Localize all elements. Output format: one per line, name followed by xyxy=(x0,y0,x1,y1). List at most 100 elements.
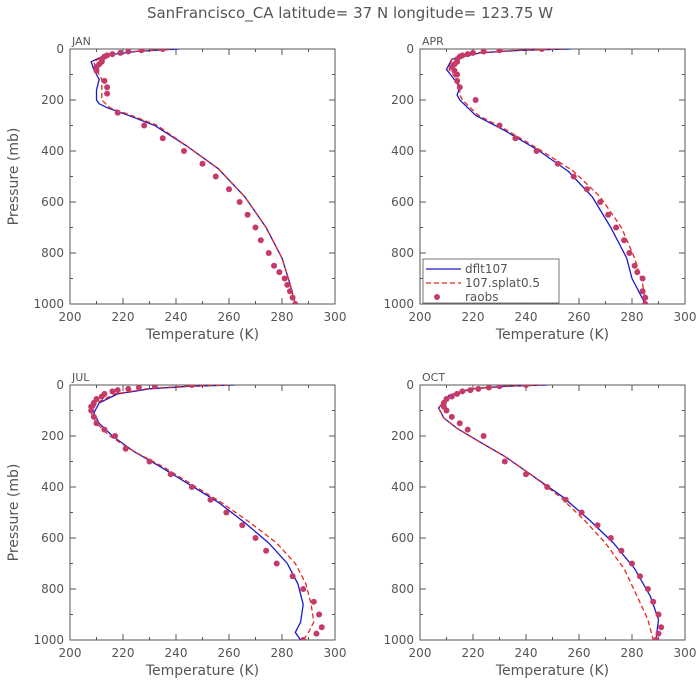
plot-area-oct xyxy=(437,385,665,640)
x-tick-label: 300 xyxy=(674,646,697,660)
raobs-point xyxy=(313,630,320,637)
raobs-point xyxy=(122,445,129,452)
raobs-point xyxy=(496,385,503,390)
raobs-point xyxy=(496,49,503,54)
splat-line xyxy=(437,385,654,640)
raobs-point xyxy=(180,148,187,154)
raobs-point xyxy=(125,385,132,392)
raobs-point xyxy=(109,51,116,58)
dflt107-line xyxy=(93,385,304,640)
x-tick-label: 260 xyxy=(218,310,241,324)
raobs-point xyxy=(456,420,463,427)
raobs-point xyxy=(467,387,474,394)
y-tick-label: 200 xyxy=(391,93,414,107)
raobs-point xyxy=(271,262,278,269)
raobs-point xyxy=(257,237,264,244)
legend-label: dflt107 xyxy=(465,262,508,276)
y-tick-label: 600 xyxy=(391,531,414,545)
panel-jan: 200 220 240 260 280 300 0 200 400 600 800 1000 JAN Te… xyxy=(6,35,346,343)
raobs-point xyxy=(90,413,97,420)
figure-title: SanFrancisco_CA latitude= 37 N longitude… xyxy=(147,4,553,23)
x-tick-label: 280 xyxy=(271,310,294,324)
raobs-point xyxy=(252,535,259,541)
plot-area-jan xyxy=(90,49,299,304)
raobs-point xyxy=(621,237,628,244)
raobs-point xyxy=(167,471,174,478)
raobs-point xyxy=(281,275,288,282)
x-tick-label: 200 xyxy=(59,646,82,660)
raobs-point xyxy=(263,547,270,554)
raobs-point xyxy=(112,433,119,439)
y-tick-label: 200 xyxy=(41,429,64,443)
raobs-point xyxy=(114,109,121,116)
raobs-point xyxy=(109,388,116,395)
raobs-point xyxy=(276,269,283,276)
raobs-point xyxy=(464,426,471,433)
y-tick-label: 200 xyxy=(41,93,64,107)
x-axis-label: Temperature (K) xyxy=(495,327,609,343)
raobs-point xyxy=(480,433,487,439)
x-tick-label: 200 xyxy=(409,310,432,324)
raobs-point xyxy=(523,471,529,478)
x-tick-label: 300 xyxy=(674,310,697,324)
x-tick-label: 280 xyxy=(271,646,294,660)
raobs-point xyxy=(629,560,635,567)
raobs-point xyxy=(642,294,649,301)
x-axis-label: Temperature (K) xyxy=(145,327,259,343)
y-tick-label: 400 xyxy=(41,144,64,158)
panel-jul: 200 220 240 260 280 300 0 200 400 600 800 1000 JUL Te… xyxy=(6,371,346,679)
raobs-point xyxy=(472,97,479,103)
raobs-point xyxy=(117,49,124,56)
raobs-point xyxy=(300,637,307,640)
x-tick-label: 240 xyxy=(165,646,188,660)
raobs-point xyxy=(655,611,662,618)
raobs-point xyxy=(88,407,95,414)
y-tick-label: 0 xyxy=(406,42,414,56)
raobs-point xyxy=(93,420,100,427)
y-tick-label: 600 xyxy=(391,195,414,209)
raobs-point xyxy=(138,49,145,54)
y-tick-label: 600 xyxy=(41,531,64,545)
raobs-point xyxy=(300,586,307,592)
raobs-point xyxy=(244,211,251,218)
raobs-point xyxy=(104,90,111,97)
raobs-point xyxy=(605,211,612,218)
raobs-point xyxy=(135,385,142,391)
x-tick-label: 260 xyxy=(218,646,241,660)
y-tick-label: 0 xyxy=(56,378,64,392)
raobs-point xyxy=(636,573,643,580)
legend-label: 107.splat0.5 xyxy=(465,276,540,290)
raobs-point xyxy=(207,496,214,503)
panel-apr: 200 220 240 260 280 300 0 200 400 600 800 1000 APR Te… xyxy=(383,35,696,343)
raobs-point xyxy=(101,77,108,84)
raobs-point xyxy=(570,173,577,180)
x-axis-label: Temperature (K) xyxy=(145,663,259,679)
raobs-point xyxy=(289,573,296,580)
raobs-point xyxy=(223,509,230,516)
splat-line xyxy=(90,385,315,640)
raobs-point xyxy=(146,458,153,465)
raobs-point xyxy=(310,598,317,605)
plot-area-apr xyxy=(445,49,649,304)
panel-label-jan: JAN xyxy=(71,35,91,48)
x-tick-label: 240 xyxy=(165,310,188,324)
x-tick-label: 280 xyxy=(621,646,644,660)
y-tick-label: 400 xyxy=(391,144,414,158)
y-tick-label: 400 xyxy=(41,480,64,494)
y-tick-label: 800 xyxy=(391,582,414,596)
raobs-point xyxy=(501,458,508,465)
raobs-point xyxy=(658,624,665,631)
raobs-point xyxy=(631,262,638,269)
y-tick-label: 0 xyxy=(406,378,414,392)
raobs-point xyxy=(318,624,325,631)
raobs-point xyxy=(613,224,620,231)
raobs-point xyxy=(93,67,100,74)
panel-label-oct: OCT xyxy=(422,371,445,384)
raobs-point xyxy=(284,281,291,288)
raobs-point xyxy=(626,250,633,256)
raobs-point xyxy=(188,484,195,490)
raobs-point xyxy=(265,250,272,256)
raobs-point xyxy=(554,160,561,167)
x-tick-label: 220 xyxy=(462,310,485,324)
